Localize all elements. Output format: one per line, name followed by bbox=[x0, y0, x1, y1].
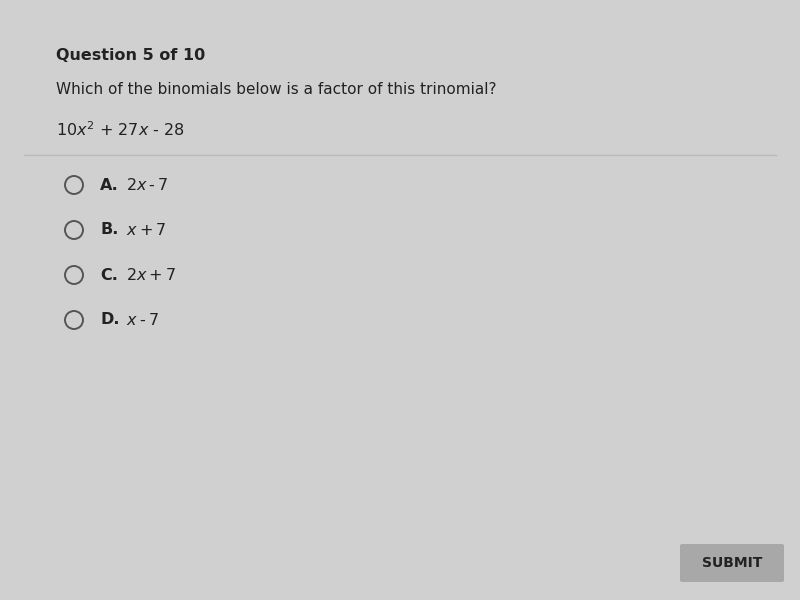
Text: $x$ + 7: $x$ + 7 bbox=[126, 222, 166, 238]
Text: 10$x^2$ + 27$x$ - 28: 10$x^2$ + 27$x$ - 28 bbox=[56, 120, 185, 139]
Text: B.: B. bbox=[100, 223, 118, 238]
Text: Which of the binomials below is a factor of this trinomial?: Which of the binomials below is a factor… bbox=[56, 82, 497, 97]
Text: 2$x$ - 7: 2$x$ - 7 bbox=[126, 177, 169, 193]
Text: D.: D. bbox=[100, 313, 119, 328]
Text: A.: A. bbox=[100, 178, 118, 193]
Text: C.: C. bbox=[100, 268, 118, 283]
Text: SUBMIT: SUBMIT bbox=[702, 556, 762, 570]
Text: $x$ - 7: $x$ - 7 bbox=[126, 312, 159, 328]
Text: Question 5 of 10: Question 5 of 10 bbox=[56, 48, 206, 63]
FancyBboxPatch shape bbox=[680, 544, 784, 582]
Text: 2$x$ + 7: 2$x$ + 7 bbox=[126, 267, 176, 283]
